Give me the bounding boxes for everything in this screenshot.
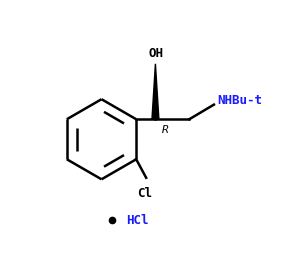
Text: Cl: Cl — [137, 187, 152, 200]
Text: NHBu-t: NHBu-t — [217, 94, 262, 107]
Polygon shape — [152, 64, 159, 119]
Text: OH: OH — [149, 47, 164, 60]
Text: HCl: HCl — [126, 214, 149, 227]
Text: R: R — [162, 125, 169, 135]
